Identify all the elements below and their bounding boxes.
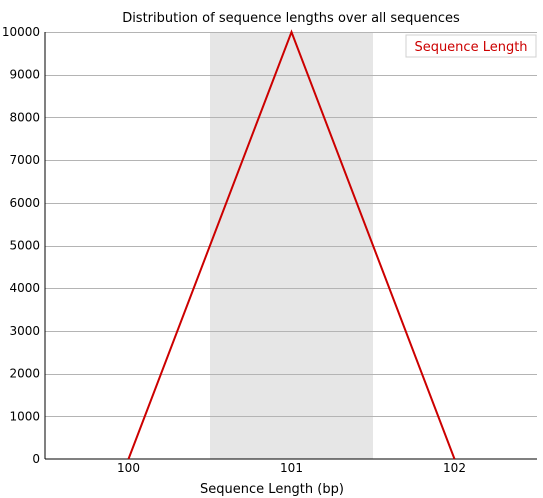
y-tick-labels: 0 1000 2000 3000 4000 5000 6000 7000 8000 9000 100… [2,25,40,466]
series-line-sequence-length [127,29,456,460]
y-tick-label: 3000 [9,324,40,338]
y-tick-label: 4000 [9,281,40,295]
legend-box [405,34,537,58]
chart-title: Distribution of sequence lengths over al… [122,11,460,26]
y-tick-label: 9000 [9,68,40,82]
x-tick-label: 101 [280,461,303,475]
x-tick-label: 102 [443,461,466,475]
y-tick-label: 8000 [9,110,40,124]
x-tick-labels: 100 101 102 [117,461,466,475]
y-tick-label: 5000 [9,239,40,253]
series-lines [127,29,456,460]
y-tick-label: 6000 [9,196,40,210]
highlight-band [210,32,373,459]
y-tick-label: 1000 [9,409,40,423]
legend-entry-sequence-length: Sequence Length [414,40,527,55]
legend: Sequence Length [405,34,537,58]
x-axis-title: Sequence Length (bp) [200,482,344,497]
alternating-band-layer [210,32,373,459]
gridlines [45,32,537,417]
x-tick-label: 100 [117,461,140,475]
y-tick-label: 0 [32,452,40,466]
y-tick-label: 10000 [2,25,40,39]
y-tick-label: 2000 [9,367,40,381]
y-tick-label: 7000 [9,153,40,167]
